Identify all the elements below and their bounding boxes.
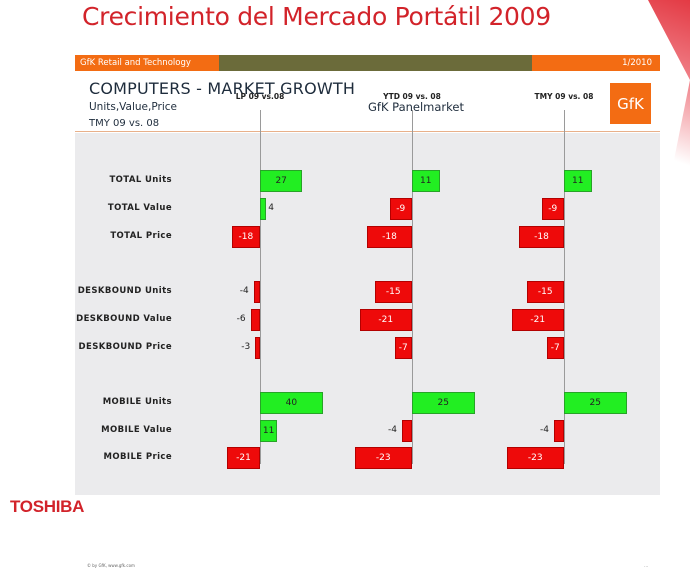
date-label: 1/2010: [532, 55, 660, 71]
panel-label: GfK Panelmarket: [368, 100, 464, 114]
gfk-logo: GfK: [610, 83, 651, 124]
chart-title: COMPUTERS - MARKET GROWTH: [89, 79, 356, 98]
chart-header: COMPUTERS - MARKET GROWTH Units,Value,Pr…: [75, 71, 660, 132]
chart-area: © by GfK, www.gfk.com ...: [75, 133, 660, 568]
slide-title: Crecimiento del Mercado Portátil 2009: [82, 2, 551, 31]
gfk-slide: GfK Retail and Technology 1/2010 COMPUTE…: [75, 55, 660, 568]
toshiba-logo: TOSHIBA: [10, 497, 85, 516]
footer-source: ...: [644, 563, 648, 568]
top-bar-divider: [219, 55, 532, 71]
gfk-retail-label: GfK Retail and Technology: [75, 55, 219, 71]
top-bar: GfK Retail and Technology 1/2010: [75, 55, 660, 71]
footer-copyright: © by GfK, www.gfk.com: [87, 563, 135, 568]
chart-subtitle: Units,Value,Price: [89, 101, 177, 113]
chart-period: TMY 09 vs. 08: [89, 118, 160, 129]
